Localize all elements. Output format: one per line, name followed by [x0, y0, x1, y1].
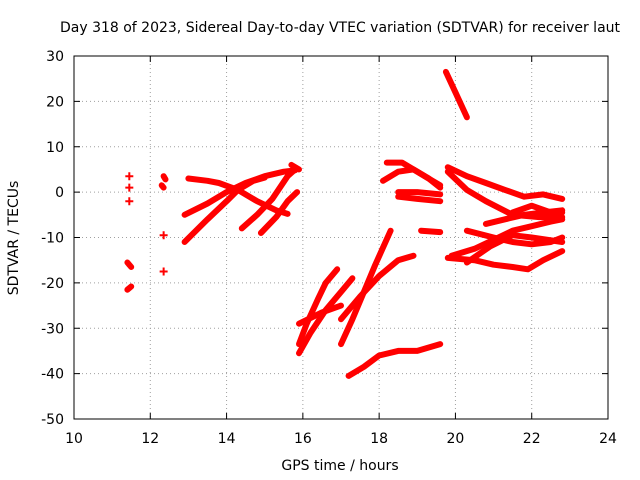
data-track-line: [509, 202, 566, 216]
x-tick-label: 10: [65, 431, 83, 447]
data-point: [125, 197, 134, 206]
data-track: [238, 166, 299, 232]
y-tick-label: -20: [41, 276, 64, 292]
data-track: [257, 189, 301, 236]
data-track-line: [124, 259, 135, 270]
data-track: [509, 202, 566, 216]
data-point: [159, 267, 168, 276]
data-track: [444, 164, 566, 202]
data-track: [444, 168, 566, 221]
y-tick-label: 10: [46, 140, 64, 156]
data-track-line: [395, 189, 444, 198]
data-track: [338, 252, 417, 323]
x-tick-label: 20: [447, 431, 465, 447]
data-track: [296, 266, 341, 348]
data-point: [125, 172, 134, 181]
data-track: [442, 68, 470, 121]
data-track: [124, 283, 135, 293]
data-track: [125, 197, 134, 206]
data-track-line: [288, 161, 302, 173]
data-track: [418, 227, 444, 236]
data-track: [158, 182, 167, 191]
data-track: [160, 173, 169, 183]
data-points: [124, 68, 566, 379]
data-track-line: [257, 189, 301, 236]
data-track: [448, 216, 566, 259]
x-tick-label: 18: [370, 431, 388, 447]
y-axis-label: SDTVAR / TECUs: [6, 181, 22, 296]
axis-ticks: 10 12 14 16 18 20 22 24 -50 -40 -30 -20 -10 0 10 20 30: [41, 49, 617, 447]
y-tick-label: -30: [41, 321, 64, 337]
data-track: [395, 193, 444, 205]
data-track: [125, 183, 134, 192]
data-track-line: [238, 166, 299, 232]
y-tick-label: -10: [41, 231, 64, 247]
x-tick-label: 16: [294, 431, 312, 447]
data-track-line: [158, 182, 167, 191]
y-tick-label: -40: [41, 367, 64, 383]
y-tick-label: 30: [46, 49, 64, 65]
data-track-line: [448, 216, 566, 259]
data-track: [159, 231, 168, 240]
data-track: [395, 189, 444, 198]
data-track: [463, 232, 566, 266]
data-track-line: [418, 227, 444, 236]
x-tick-label: 24: [599, 431, 617, 447]
data-track-line: [383, 159, 444, 189]
data-track-line: [124, 283, 135, 293]
data-track-line: [160, 173, 169, 183]
data-track-line: [296, 266, 341, 348]
data-track: [345, 341, 444, 379]
data-track: [181, 174, 268, 245]
data-point: [125, 183, 134, 192]
y-tick-label: 0: [55, 185, 64, 201]
chart-title: Day 318 of 2023, Sidereal Day-to-day VTE…: [60, 20, 621, 36]
data-track-line: [463, 232, 566, 266]
x-axis-label: GPS time / hours: [281, 458, 398, 474]
data-track: [159, 267, 168, 276]
data-track: [124, 259, 135, 270]
data-track-line: [338, 252, 417, 323]
data-track-line: [442, 68, 470, 121]
data-track-line: [181, 174, 268, 245]
data-point: [159, 231, 168, 240]
x-tick-label: 12: [141, 431, 159, 447]
y-tick-label: 20: [46, 94, 64, 110]
y-tick-label: -50: [41, 412, 64, 428]
data-track-line: [395, 193, 444, 205]
x-tick-label: 14: [218, 431, 236, 447]
x-tick-label: 22: [523, 431, 541, 447]
data-track-line: [444, 168, 566, 221]
data-track: [288, 161, 302, 173]
data-track-line: [444, 164, 566, 202]
data-track: [125, 172, 134, 181]
data-track-line: [345, 341, 444, 379]
data-track: [383, 159, 444, 189]
